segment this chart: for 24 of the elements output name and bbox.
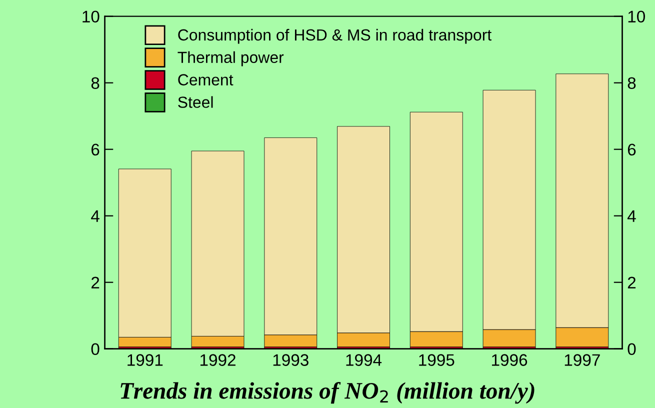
legend-label: Consumption of HSD & MS in road transport bbox=[178, 28, 492, 44]
legend-label: Steel bbox=[178, 96, 213, 108]
text: Trends in emissions of NO$_{2}$ (million ton/y) bbox=[120, 382, 534, 404]
x-tick-label: 1993 bbox=[273, 354, 308, 366]
y-tick-label: 6 bbox=[92, 144, 100, 156]
y-tick-label: 10 bbox=[82, 10, 100, 23]
y2-tick-label: 4 bbox=[627, 210, 636, 222]
y-tick-label: 0 bbox=[91, 343, 100, 356]
y2-tick-label: 0 bbox=[628, 343, 636, 356]
y-tick-label: 4 bbox=[91, 210, 100, 222]
x-tick-label: 1991 bbox=[128, 354, 163, 366]
y2-tick-label: 8 bbox=[628, 77, 636, 90]
y-tick-label: 2 bbox=[92, 276, 100, 288]
legend-label: Cement bbox=[178, 74, 234, 86]
x-tick-label: 1992 bbox=[200, 354, 236, 366]
y2-tick-label: 6 bbox=[628, 144, 636, 156]
x-tick-label: 1994 bbox=[346, 354, 382, 366]
x-tick-label: 1997 bbox=[564, 354, 600, 366]
y2-tick-label: 2 bbox=[628, 276, 636, 288]
y-tick-label: 8 bbox=[91, 77, 100, 90]
x-tick-label: 1995 bbox=[419, 354, 454, 366]
legend-label: Thermal power bbox=[178, 51, 284, 66]
y2-tick-label: 10 bbox=[628, 10, 645, 23]
x-tick-label: 1996 bbox=[492, 354, 528, 366]
